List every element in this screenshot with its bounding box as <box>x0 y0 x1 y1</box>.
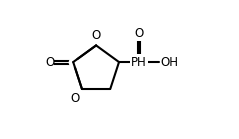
Text: O: O <box>71 92 80 105</box>
Text: O: O <box>134 27 144 40</box>
Text: O: O <box>92 29 101 42</box>
Text: O: O <box>45 56 54 69</box>
Text: PH: PH <box>131 56 147 69</box>
Text: OH: OH <box>160 56 178 69</box>
